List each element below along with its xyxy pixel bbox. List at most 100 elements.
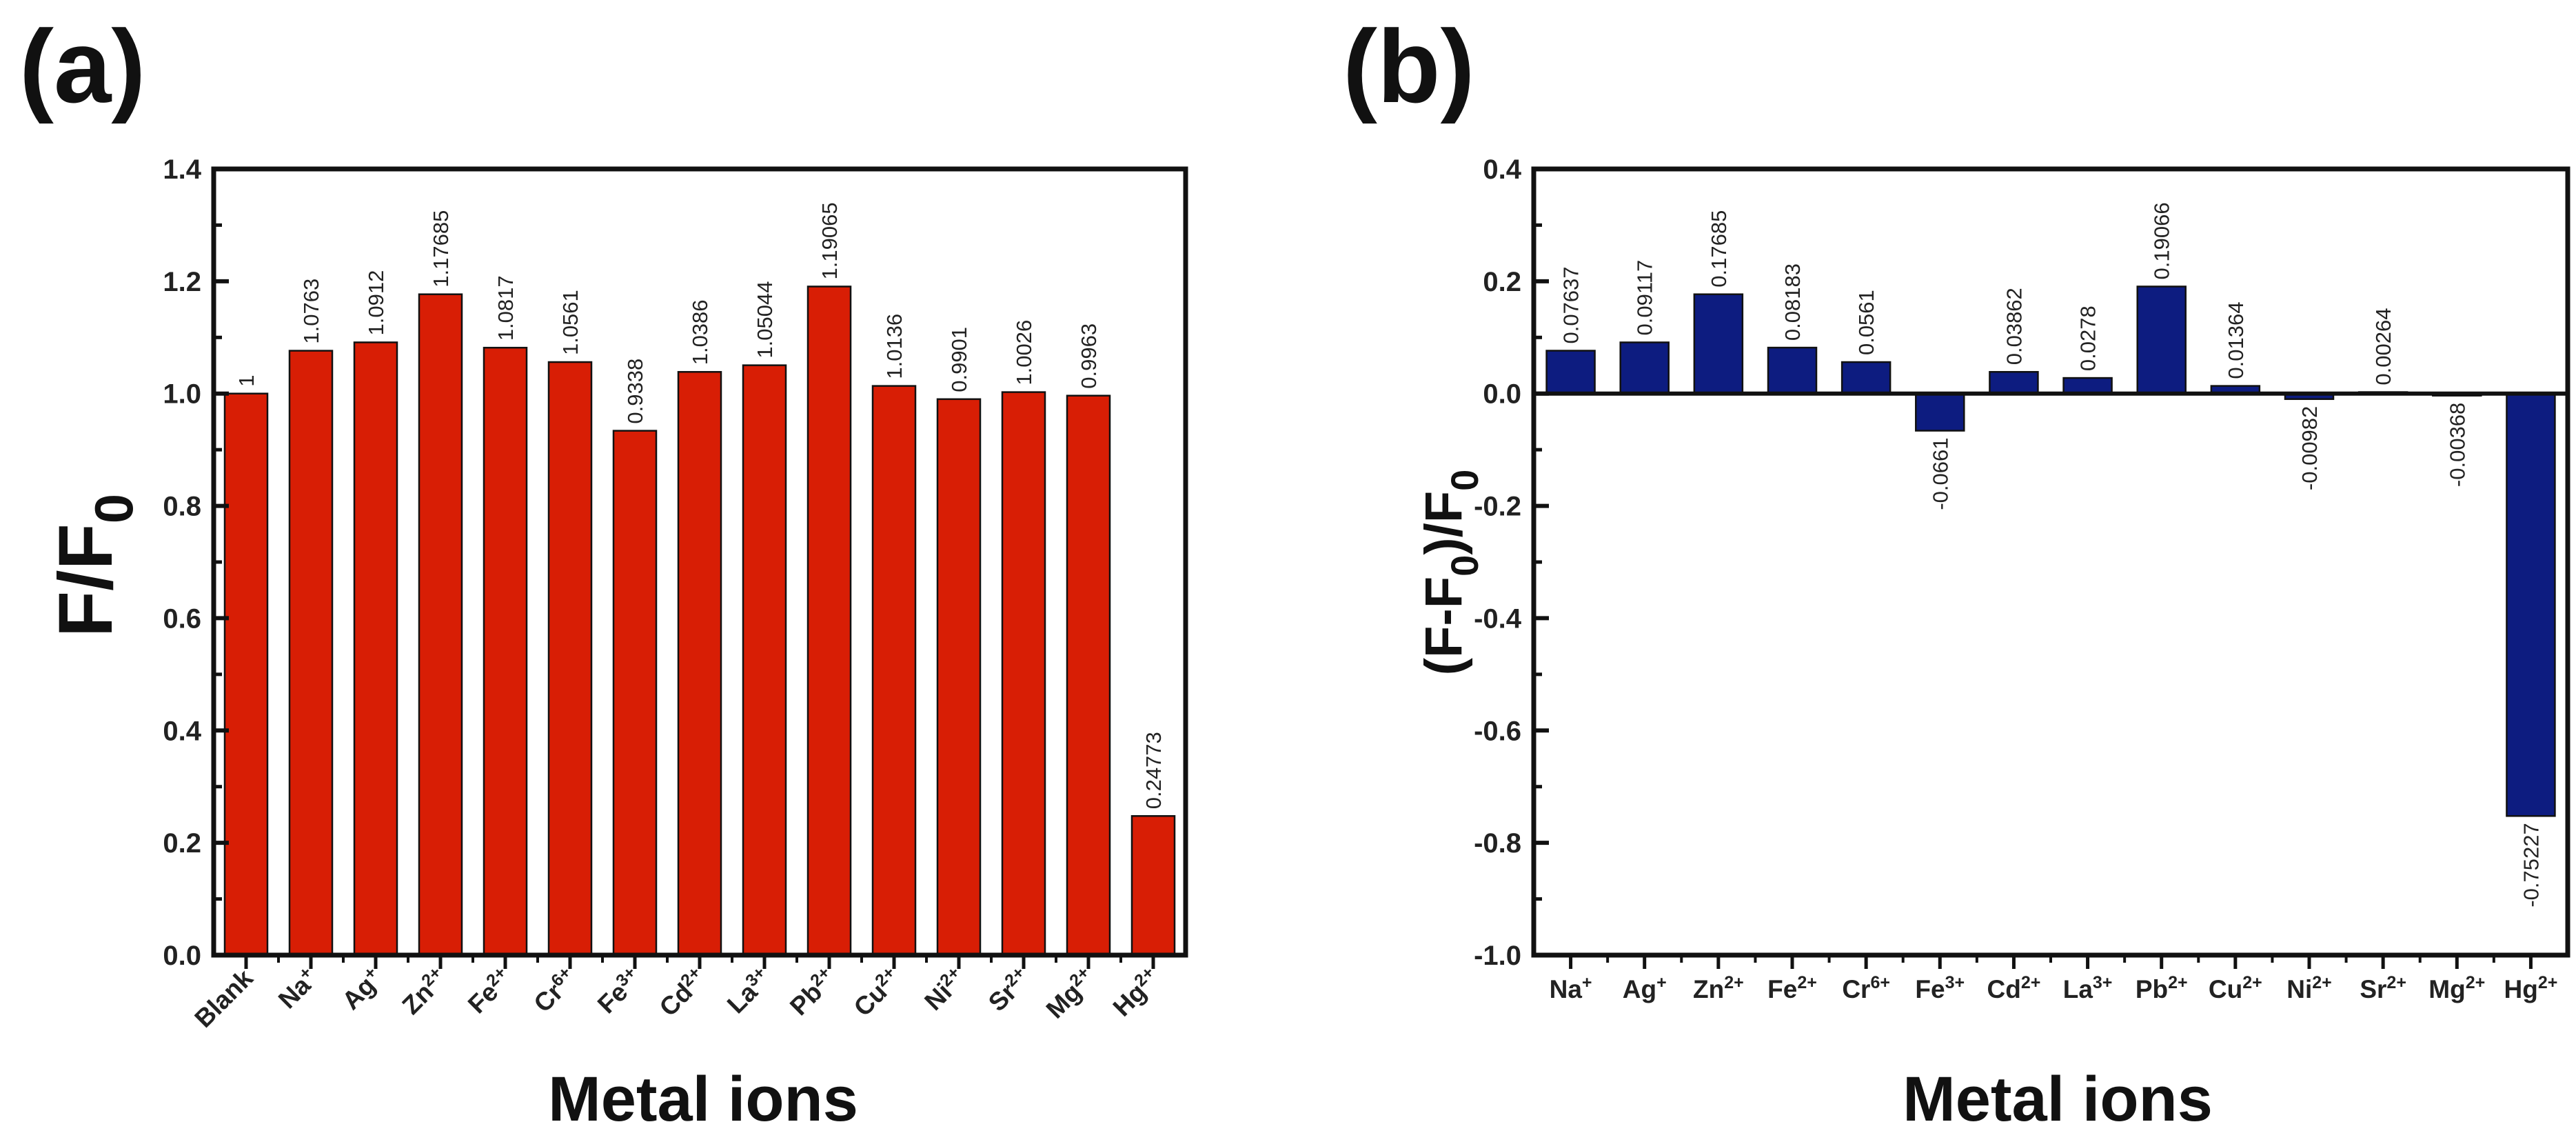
value-label: 1.0561 [558, 290, 582, 355]
x-tick-label: Cd2+ [1987, 973, 2041, 1003]
y-tick-label: -1.0 [1474, 941, 1521, 971]
value-label: 0.07637 [1559, 266, 1583, 343]
x-tick-label: Cu2+ [2209, 973, 2262, 1003]
x-tick-label: Sr2+ [982, 963, 1035, 1016]
value-label: 1.19065 [818, 202, 842, 279]
value-label: 1.0386 [688, 299, 712, 365]
bar [1840, 361, 1892, 394]
x-tick-label: Cr6+ [1842, 973, 1890, 1003]
value-label: 0.0561 [1854, 290, 1878, 355]
value-label: 0.9963 [1077, 323, 1101, 389]
bar [1767, 346, 1818, 394]
bar [288, 350, 334, 956]
panel-a: (a) F/F0 1 1.0763 1.0912 1.17685 1.0817 1.056… [19, 8, 1188, 1134]
value-label: 1.05044 [753, 281, 777, 359]
value-label: -0.75227 [2519, 823, 2543, 907]
value-label: 0.9901 [947, 327, 971, 392]
panel-b: (b) (F-F0)/F0 0.07637 0.09117 0.17685 0.081… [1343, 8, 2570, 1134]
bar [1130, 815, 1176, 956]
y-tick-label: 1.4 [163, 154, 201, 185]
panel-b-label: (b) [1343, 8, 1475, 124]
x-tick-label: Sr2+ [2360, 973, 2406, 1003]
x-tick-label: Zn2+ [1693, 973, 1744, 1003]
x-tick-label: Pb2+ [2136, 973, 2188, 1003]
value-label: 0.9338 [623, 359, 647, 424]
panel-a-x-axis-title: Metal ions [548, 1064, 858, 1134]
x-tick-label: Pb2+ [784, 963, 842, 1021]
bar [483, 346, 528, 956]
y-tick-label: 0.2 [163, 828, 201, 859]
value-label: 0.01364 [2224, 302, 2248, 379]
y-tick-label: 0.4 [163, 716, 201, 746]
x-tick-label: Hg2+ [2504, 973, 2558, 1003]
x-tick-label: Fe3+ [1915, 973, 1965, 1003]
x-tick-label: Blank [189, 963, 258, 1033]
bar [353, 341, 398, 956]
value-label: -0.00982 [2298, 406, 2322, 490]
value-label: 0.03862 [2002, 288, 2026, 365]
x-tick-label: Fe2+ [462, 963, 518, 1019]
value-label: 1 [234, 374, 258, 386]
bar [936, 398, 982, 956]
bar [677, 371, 722, 956]
x-tick-label: Ni2+ [2286, 973, 2332, 1003]
value-label: 1.0136 [882, 314, 906, 379]
value-label: 1.0912 [364, 270, 388, 336]
x-tick-label: Cu2+ [847, 963, 906, 1021]
bar [1619, 341, 1670, 394]
value-label: 1.0763 [299, 279, 323, 344]
bar [1989, 371, 2039, 394]
x-tick-label: Fe3+ [591, 963, 647, 1019]
bar [807, 286, 852, 956]
x-tick-label: Mg2+ [2428, 973, 2485, 1003]
panel-b-x-axis-title: Metal ions [1903, 1064, 2213, 1134]
x-tick-label: Cd2+ [653, 963, 711, 1021]
x-tick-label: Mg2+ [1039, 963, 1100, 1023]
bar [612, 430, 658, 956]
bar [1915, 392, 1965, 432]
panel-b-plot-frame [1531, 166, 2570, 958]
x-tick-label: Fe2+ [1767, 973, 1817, 1003]
bar [1001, 391, 1046, 956]
y-tick-label: -0.4 [1474, 603, 1522, 634]
x-tick-label: La3+ [721, 963, 777, 1019]
x-tick-label: Na+ [272, 963, 323, 1014]
y-tick-label: 0.0 [1483, 379, 1521, 410]
value-label: 0.09117 [1633, 260, 1657, 336]
bar [1066, 394, 1111, 956]
y-tick-label: -0.2 [1474, 492, 1521, 522]
y-tick-label: 0.2 [1483, 267, 1521, 297]
bar [1693, 293, 1744, 394]
x-tick-label: Na+ [1550, 973, 1592, 1003]
panel-b-y-axis-title: (F-F0)/F0 [1414, 470, 1486, 676]
value-label: 1.0817 [494, 275, 518, 341]
y-tick-label: 0.8 [163, 492, 201, 522]
panel-a-y-axis-title: F/F0 [43, 494, 144, 637]
bar [871, 385, 917, 956]
bar [547, 361, 593, 956]
value-label: 0.24773 [1142, 732, 1166, 809]
y-tick-label: 1.2 [163, 267, 201, 297]
x-tick-label: Ag+ [1623, 973, 1667, 1003]
value-label: 1.17685 [429, 210, 453, 288]
y-tick-label: 0.0 [163, 941, 201, 971]
x-tick-label: La3+ [2063, 973, 2113, 1003]
bar [418, 293, 463, 956]
bar [223, 392, 269, 956]
panel-a-plot-frame [211, 166, 1188, 958]
bar [1545, 350, 1596, 394]
value-label: 0.08183 [1781, 263, 1805, 341]
value-label: 0.0278 [2076, 305, 2100, 371]
y-tick-label: 0.4 [1483, 154, 1521, 185]
y-tick-label: -0.8 [1474, 828, 1521, 859]
value-label: 0.19066 [2150, 202, 2174, 279]
value-label: 1.0026 [1012, 320, 1036, 385]
bar [742, 364, 787, 956]
panel-a-label: (a) [19, 8, 145, 124]
x-tick-label: Ni2+ [918, 963, 971, 1016]
x-tick-label: Ag+ [336, 963, 388, 1015]
x-tick-label: Cr6+ [527, 963, 582, 1018]
value-label: 0.00264 [2371, 308, 2395, 385]
y-tick-label: 1.0 [163, 379, 201, 410]
